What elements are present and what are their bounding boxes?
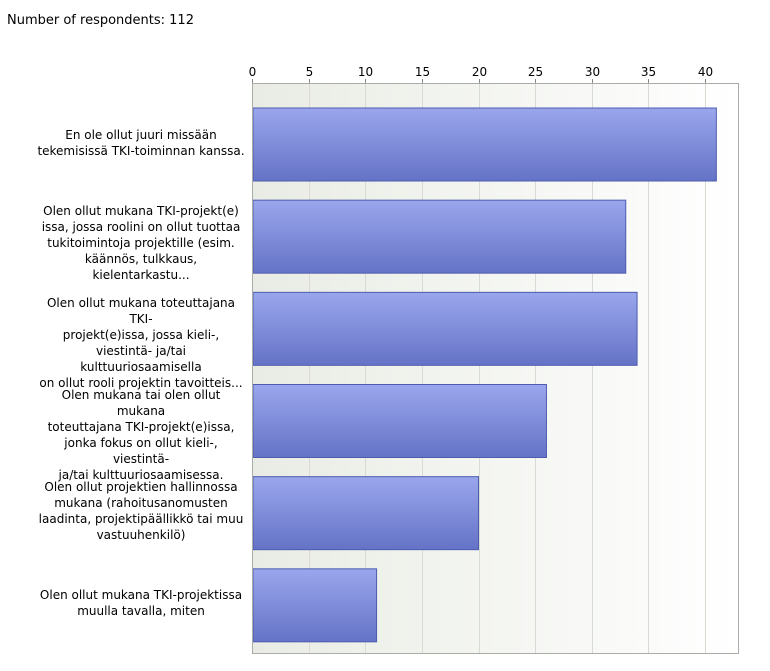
x-tick-label: 0 [249, 65, 257, 79]
category-label-line: En ole ollut juuri missään [65, 127, 217, 142]
category-label-line: ja/tai kulttuuriosaamisessa. [58, 468, 224, 482]
category-label-line: muulla tavalla, miten [77, 604, 205, 619]
category-label-line: jonka fokus on ollut kieli-, viestintä- [64, 436, 218, 466]
category-label-line: tekemisissä TKI-toiminnan kanssa. [37, 143, 245, 158]
category-label-line: mukana (rahoitusanomusten [54, 496, 228, 511]
x-tick-label: 15 [415, 65, 430, 79]
category-label-line: Olen ollut projektien hallinnossa [44, 480, 238, 495]
category-label-line: laadinta, projektipäällikkö tai muu [38, 512, 244, 527]
bars [252, 107, 717, 643]
bar [252, 107, 717, 182]
bar [252, 568, 378, 643]
category-label-line: tukitoimintoja projektille (esim. [47, 235, 235, 250]
category-label-line: issa, jossa roolini on ollut tuottaa [41, 219, 241, 234]
x-tick-label: 5 [306, 65, 314, 79]
bar [252, 291, 638, 366]
category-label-line: Olen mukana tai olen ollut mukana [61, 388, 221, 418]
category-label-line: projekt(e)issa, jossa kieli-, [62, 327, 220, 342]
category-label: Olen ollut projektien hallinnossa mukana … [36, 479, 246, 543]
category-label-line: Olen ollut mukana TKI-projektissa [39, 588, 243, 603]
category-label: Olen ollut mukana TKI-projektissa muulla … [36, 587, 246, 619]
bar [252, 476, 480, 551]
category-label-line: on ollut rooli projektin tavoitteis... [39, 375, 243, 390]
category-label-line: Olen ollut mukana toteuttajana TKI- [46, 295, 236, 326]
plot-frame [252, 83, 739, 654]
x-tick-label: 20 [472, 65, 487, 79]
respondents-count: Number of respondents: 112 [7, 13, 194, 28]
x-tick-label: 25 [528, 65, 543, 79]
category-label-line: Olen ollut mukana TKI-projekt(e) [43, 203, 239, 218]
x-axis: 0 5 10 15 20 25 30 35 40 [249, 65, 713, 83]
category-label: Olen ollut mukana TKI-projekt(e) issa, jo… [36, 203, 246, 283]
category-label: Olen mukana tai olen ollut mukana toteutt… [36, 387, 246, 483]
x-tick-label: 40 [698, 65, 713, 79]
category-label-line: viestintä- ja/tai kulttuuriosaamisella [80, 343, 202, 374]
category-label: En ole ollut juuri missään tekemisissä TK… [36, 127, 246, 159]
category-label: Olen ollut mukana toteuttajana TKI-proje… [36, 295, 246, 391]
x-tick-label: 30 [585, 65, 600, 79]
x-tick-label: 10 [358, 65, 373, 79]
x-tick-label: 35 [641, 65, 656, 79]
category-label-line: toteuttajana TKI-projekt(e)issa, [47, 420, 235, 434]
bar [252, 384, 547, 458]
category-label-line: vastuuhenkilö) [96, 528, 186, 543]
category-label-line: käännös, tulkkaus, kielentarkastu... [84, 251, 198, 282]
bar [252, 199, 627, 274]
